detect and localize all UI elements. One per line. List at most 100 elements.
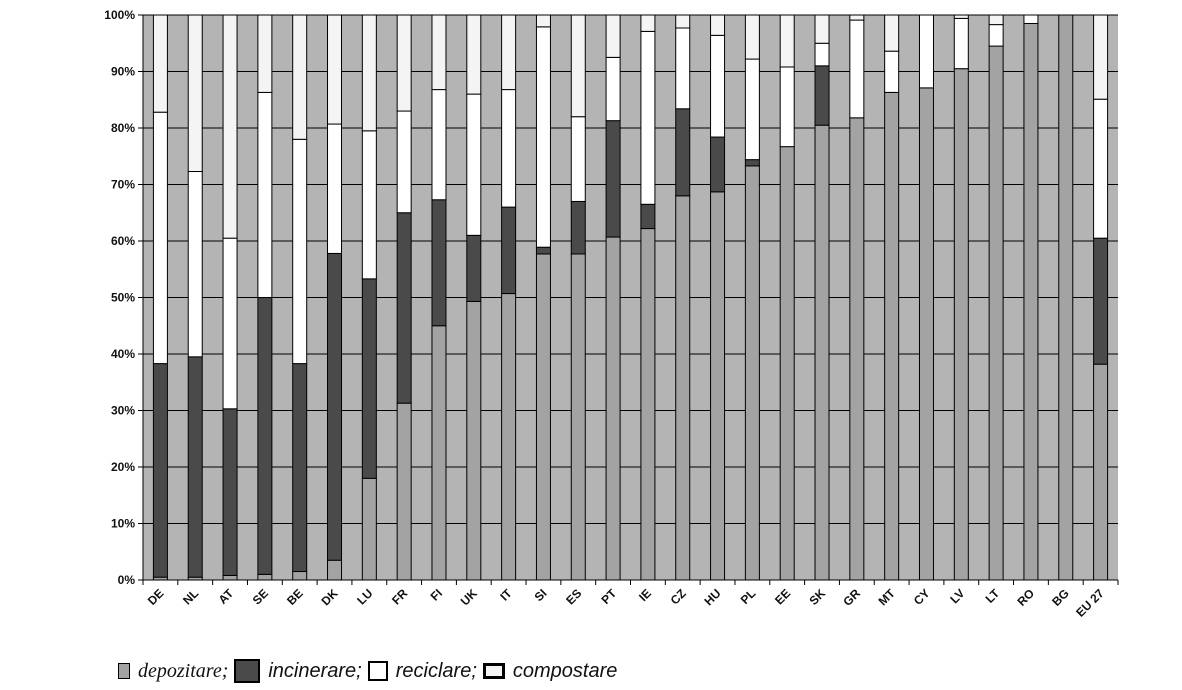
bar-reciclare-NL — [187, 171, 203, 358]
bar-reciclare-HU — [710, 34, 726, 138]
bar-compostare-FR — [396, 14, 412, 112]
y-tick-label: 0% — [118, 573, 136, 587]
bar-depozitare-IT — [501, 293, 517, 581]
x-tick-label: EE — [772, 586, 793, 607]
bar-incinerare-SI — [535, 246, 551, 255]
bar-reciclare-IE — [640, 30, 656, 205]
bar-compostare-DE — [152, 14, 168, 113]
x-tick-label: FI — [428, 586, 445, 603]
x-tick-label: NL — [180, 586, 201, 607]
bar-reciclare-LV — [953, 17, 969, 70]
bar-reciclare-EU-27 — [1093, 98, 1109, 239]
bar-depozitare-GR — [849, 117, 865, 581]
bar-compostare-SK — [814, 14, 830, 44]
bar-incinerare-NL — [187, 356, 203, 578]
bar-compostare-MT — [884, 14, 900, 52]
bar-depozitare-IE — [640, 228, 656, 581]
bar-incinerare-BE — [292, 363, 308, 573]
bar-compostare-IT — [501, 14, 517, 91]
bar-compostare-HU — [710, 14, 726, 36]
x-tick-label: FR — [389, 586, 410, 607]
stacked-bar-chart: 0% 10% 20% 30% 40% 50% 60% 70% 80% 90% 100% DE NL AT… — [104, 8, 1119, 620]
x-tick-label: ES — [563, 586, 584, 607]
legend-item-reciclare: reciclare; — [367, 659, 477, 683]
bar-depozitare-BE — [292, 571, 308, 581]
x-tick-label: BG — [1049, 586, 1072, 609]
bar-incinerare-SE — [257, 297, 273, 575]
bar-depozitare-LU — [361, 477, 377, 581]
bar-reciclare-MT — [884, 50, 900, 93]
bar-compostare-LT — [988, 14, 1004, 26]
y-tick-label: 90% — [111, 65, 135, 79]
bar-compostare-GR — [849, 14, 865, 21]
bar-reciclare-PL — [744, 58, 760, 161]
bar-reciclare-CZ — [675, 27, 691, 110]
bar-compostare-EU-27 — [1093, 14, 1109, 100]
bar-depozitare-BG — [1058, 14, 1074, 581]
y-tick-label: 50% — [111, 291, 135, 305]
bar-reciclare-BE — [292, 138, 308, 365]
y-tick-label: 10% — [111, 517, 135, 531]
bar-depozitare-SK — [814, 124, 830, 581]
bar-reciclare-SE — [257, 91, 273, 298]
y-tick-label: 40% — [111, 347, 135, 361]
x-tick-label: GR — [840, 586, 863, 609]
bar-compostare-UK — [466, 14, 482, 95]
x-tick-label: HU — [702, 586, 724, 608]
bar-reciclare-UK — [466, 93, 482, 236]
bar-reciclare-RO — [1023, 14, 1039, 24]
x-tick-label: CY — [911, 586, 933, 608]
y-tick-label: 80% — [111, 121, 135, 135]
bar-incinerare-CZ — [675, 108, 691, 197]
bar-depozitare-EE — [779, 146, 795, 581]
x-tick-label: LT — [983, 586, 1003, 606]
x-tick-label: BE — [284, 586, 306, 608]
bar-compostare-IE — [640, 14, 656, 32]
bar-incinerare-DE — [152, 363, 168, 578]
bar-reciclare-LT — [988, 24, 1004, 47]
bar-incinerare-EU-27 — [1093, 237, 1109, 365]
axes — [138, 14, 1119, 585]
x-tick-label: DK — [318, 586, 340, 608]
bar-compostare-FI — [431, 14, 447, 91]
bar-depozitare-CZ — [675, 195, 691, 581]
bar-incinerare-ES — [570, 200, 586, 255]
legend-label-compostare: compostare — [512, 659, 618, 682]
bar-depozitare-LV — [953, 68, 969, 581]
legend-item-depozitare: depozitare; — [118, 660, 228, 683]
bar-reciclare-DE — [152, 111, 168, 365]
x-tick-label: CZ — [668, 586, 689, 607]
y-tick-label: 20% — [111, 460, 135, 474]
x-tick-label: EU 27 — [1073, 586, 1107, 620]
legend-label-reciclare: reciclare; — [395, 659, 477, 682]
bar-compostare-PL — [744, 14, 760, 60]
bar-depozitare-EU-27 — [1093, 363, 1109, 581]
bar-compostare-ES — [570, 14, 586, 118]
bar-reciclare-EE — [779, 66, 795, 148]
x-tick-labels: DE NL AT SE BE DK LU FR FI UK IT SI ES PT IE CZ HU PL EE SK… — [145, 586, 1107, 620]
x-tick-label: RO — [1014, 586, 1037, 609]
bar-depozitare-MT — [884, 91, 900, 581]
y-tick-label: 30% — [111, 404, 135, 418]
bar-reciclare-PT — [605, 56, 621, 122]
bar-depozitare-FR — [396, 402, 412, 581]
legend-swatch-depozitare — [118, 663, 130, 679]
bar-reciclare-GR — [849, 19, 865, 119]
bar-incinerare-SK — [814, 65, 830, 126]
x-tick-label: AT — [216, 586, 237, 607]
bar-depozitare-SE — [257, 573, 273, 581]
x-tick-label: SE — [250, 586, 271, 607]
bar-incinerare-DK — [327, 252, 343, 561]
bar-depozitare-SI — [535, 253, 551, 581]
bar-incinerare-IT — [501, 206, 517, 295]
bar-depozitare-PT — [605, 236, 621, 581]
x-tick-label: PL — [738, 586, 759, 607]
bar-depozitare-FI — [431, 325, 447, 581]
bar-depozitare-HU — [710, 191, 726, 581]
x-tick-label: SI — [532, 586, 550, 604]
bar-depozitare-CY — [918, 87, 934, 581]
bar-reciclare-ES — [570, 116, 586, 202]
bar-compostare-LV — [953, 14, 969, 19]
bar-depozitare-ES — [570, 253, 586, 581]
bar-compostare-PT — [605, 14, 621, 58]
